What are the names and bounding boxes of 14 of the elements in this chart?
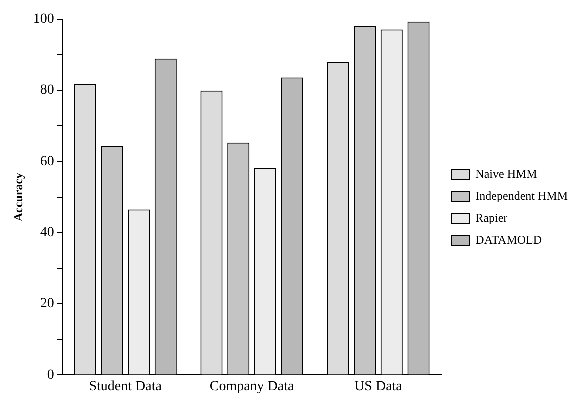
legend-label: Naive HMM bbox=[476, 167, 538, 182]
legend-label: DATAMOLD bbox=[476, 233, 542, 248]
legend-label: Rapier bbox=[476, 211, 508, 226]
y-tick-label: 60 bbox=[40, 154, 54, 170]
y-tick-label: 40 bbox=[40, 226, 54, 241]
x-tick-label: US Data bbox=[354, 379, 404, 394]
x-tick-label: Student Data bbox=[89, 379, 163, 394]
y-tick-label: 100 bbox=[33, 12, 54, 28]
legend-label: Independent HMM bbox=[476, 189, 568, 204]
y-tick-label: 20 bbox=[40, 296, 54, 312]
y-tick-label: 0 bbox=[47, 368, 54, 383]
y-tick-label: 80 bbox=[40, 83, 54, 98]
y-axis-title: Accuracy bbox=[11, 172, 26, 222]
x-tick-label: Company Data bbox=[210, 379, 296, 394]
